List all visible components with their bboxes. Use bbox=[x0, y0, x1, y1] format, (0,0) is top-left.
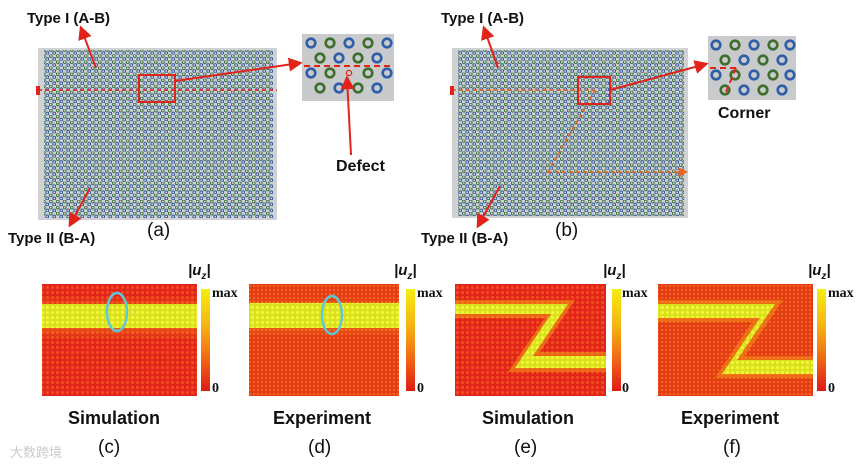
type1-arrow-a bbox=[78, 25, 97, 69]
defect-arrow bbox=[340, 75, 355, 156]
caption-e: (e) bbox=[514, 437, 538, 458]
corner-label: Corner bbox=[718, 105, 771, 122]
caption-c: (c) bbox=[98, 437, 121, 458]
colorbar-e bbox=[612, 289, 621, 391]
panel-a-type2-label: Type II (B-A) bbox=[8, 230, 96, 247]
defect-label: Defect bbox=[336, 158, 385, 175]
colorbar-d bbox=[406, 289, 415, 391]
panel-b-inset bbox=[708, 36, 796, 100]
uz-label-d: |uz| bbox=[394, 262, 417, 282]
panel-a-type1-label: Type I (A-B) bbox=[27, 10, 111, 27]
title-e: Simulation bbox=[482, 408, 575, 428]
uz-label-f: |uz| bbox=[808, 262, 831, 282]
panel-b-type1-label: Type I (A-B) bbox=[441, 10, 525, 27]
uz-label-c: |uz| bbox=[188, 262, 211, 282]
title-c: Simulation bbox=[68, 408, 161, 428]
zoom-arrow-b bbox=[609, 60, 709, 91]
caption-a: (a) bbox=[147, 220, 171, 241]
colorbar-c bbox=[201, 289, 210, 391]
uz-label-e: |uz| bbox=[603, 262, 626, 282]
map-e bbox=[455, 284, 606, 396]
type1-arrow-b bbox=[481, 25, 499, 69]
zoom-arrow-a bbox=[174, 57, 303, 82]
map-d bbox=[249, 284, 399, 396]
colorbar-f bbox=[817, 289, 826, 391]
colorbar-max-f: max bbox=[828, 286, 854, 301]
caption-d: (d) bbox=[308, 437, 332, 458]
title-d: Experiment bbox=[273, 408, 372, 428]
colorbar-min-d: 0 bbox=[417, 381, 424, 396]
panel-b-type2-label: Type II (B-A) bbox=[421, 230, 509, 247]
colorbar-min-f: 0 bbox=[828, 381, 835, 396]
type2-arrow-b bbox=[476, 185, 501, 229]
map-f bbox=[658, 284, 813, 396]
colorbar-max-e: max bbox=[622, 286, 648, 301]
type2-arrow-a bbox=[68, 187, 91, 228]
map-c bbox=[42, 284, 197, 396]
watermark: 大数跨境 bbox=[10, 445, 63, 460]
caption-b: (b) bbox=[555, 220, 579, 241]
caption-f: (f) bbox=[723, 437, 741, 458]
panel-b-lattice bbox=[450, 48, 688, 218]
title-f: Experiment bbox=[681, 408, 780, 428]
colorbar-max-c: max bbox=[212, 286, 238, 301]
colorbar-min-c: 0 bbox=[212, 381, 219, 396]
colorbar-min-e: 0 bbox=[622, 381, 629, 396]
colorbar-max-d: max bbox=[417, 286, 443, 301]
panel-a-lattice bbox=[36, 48, 277, 220]
